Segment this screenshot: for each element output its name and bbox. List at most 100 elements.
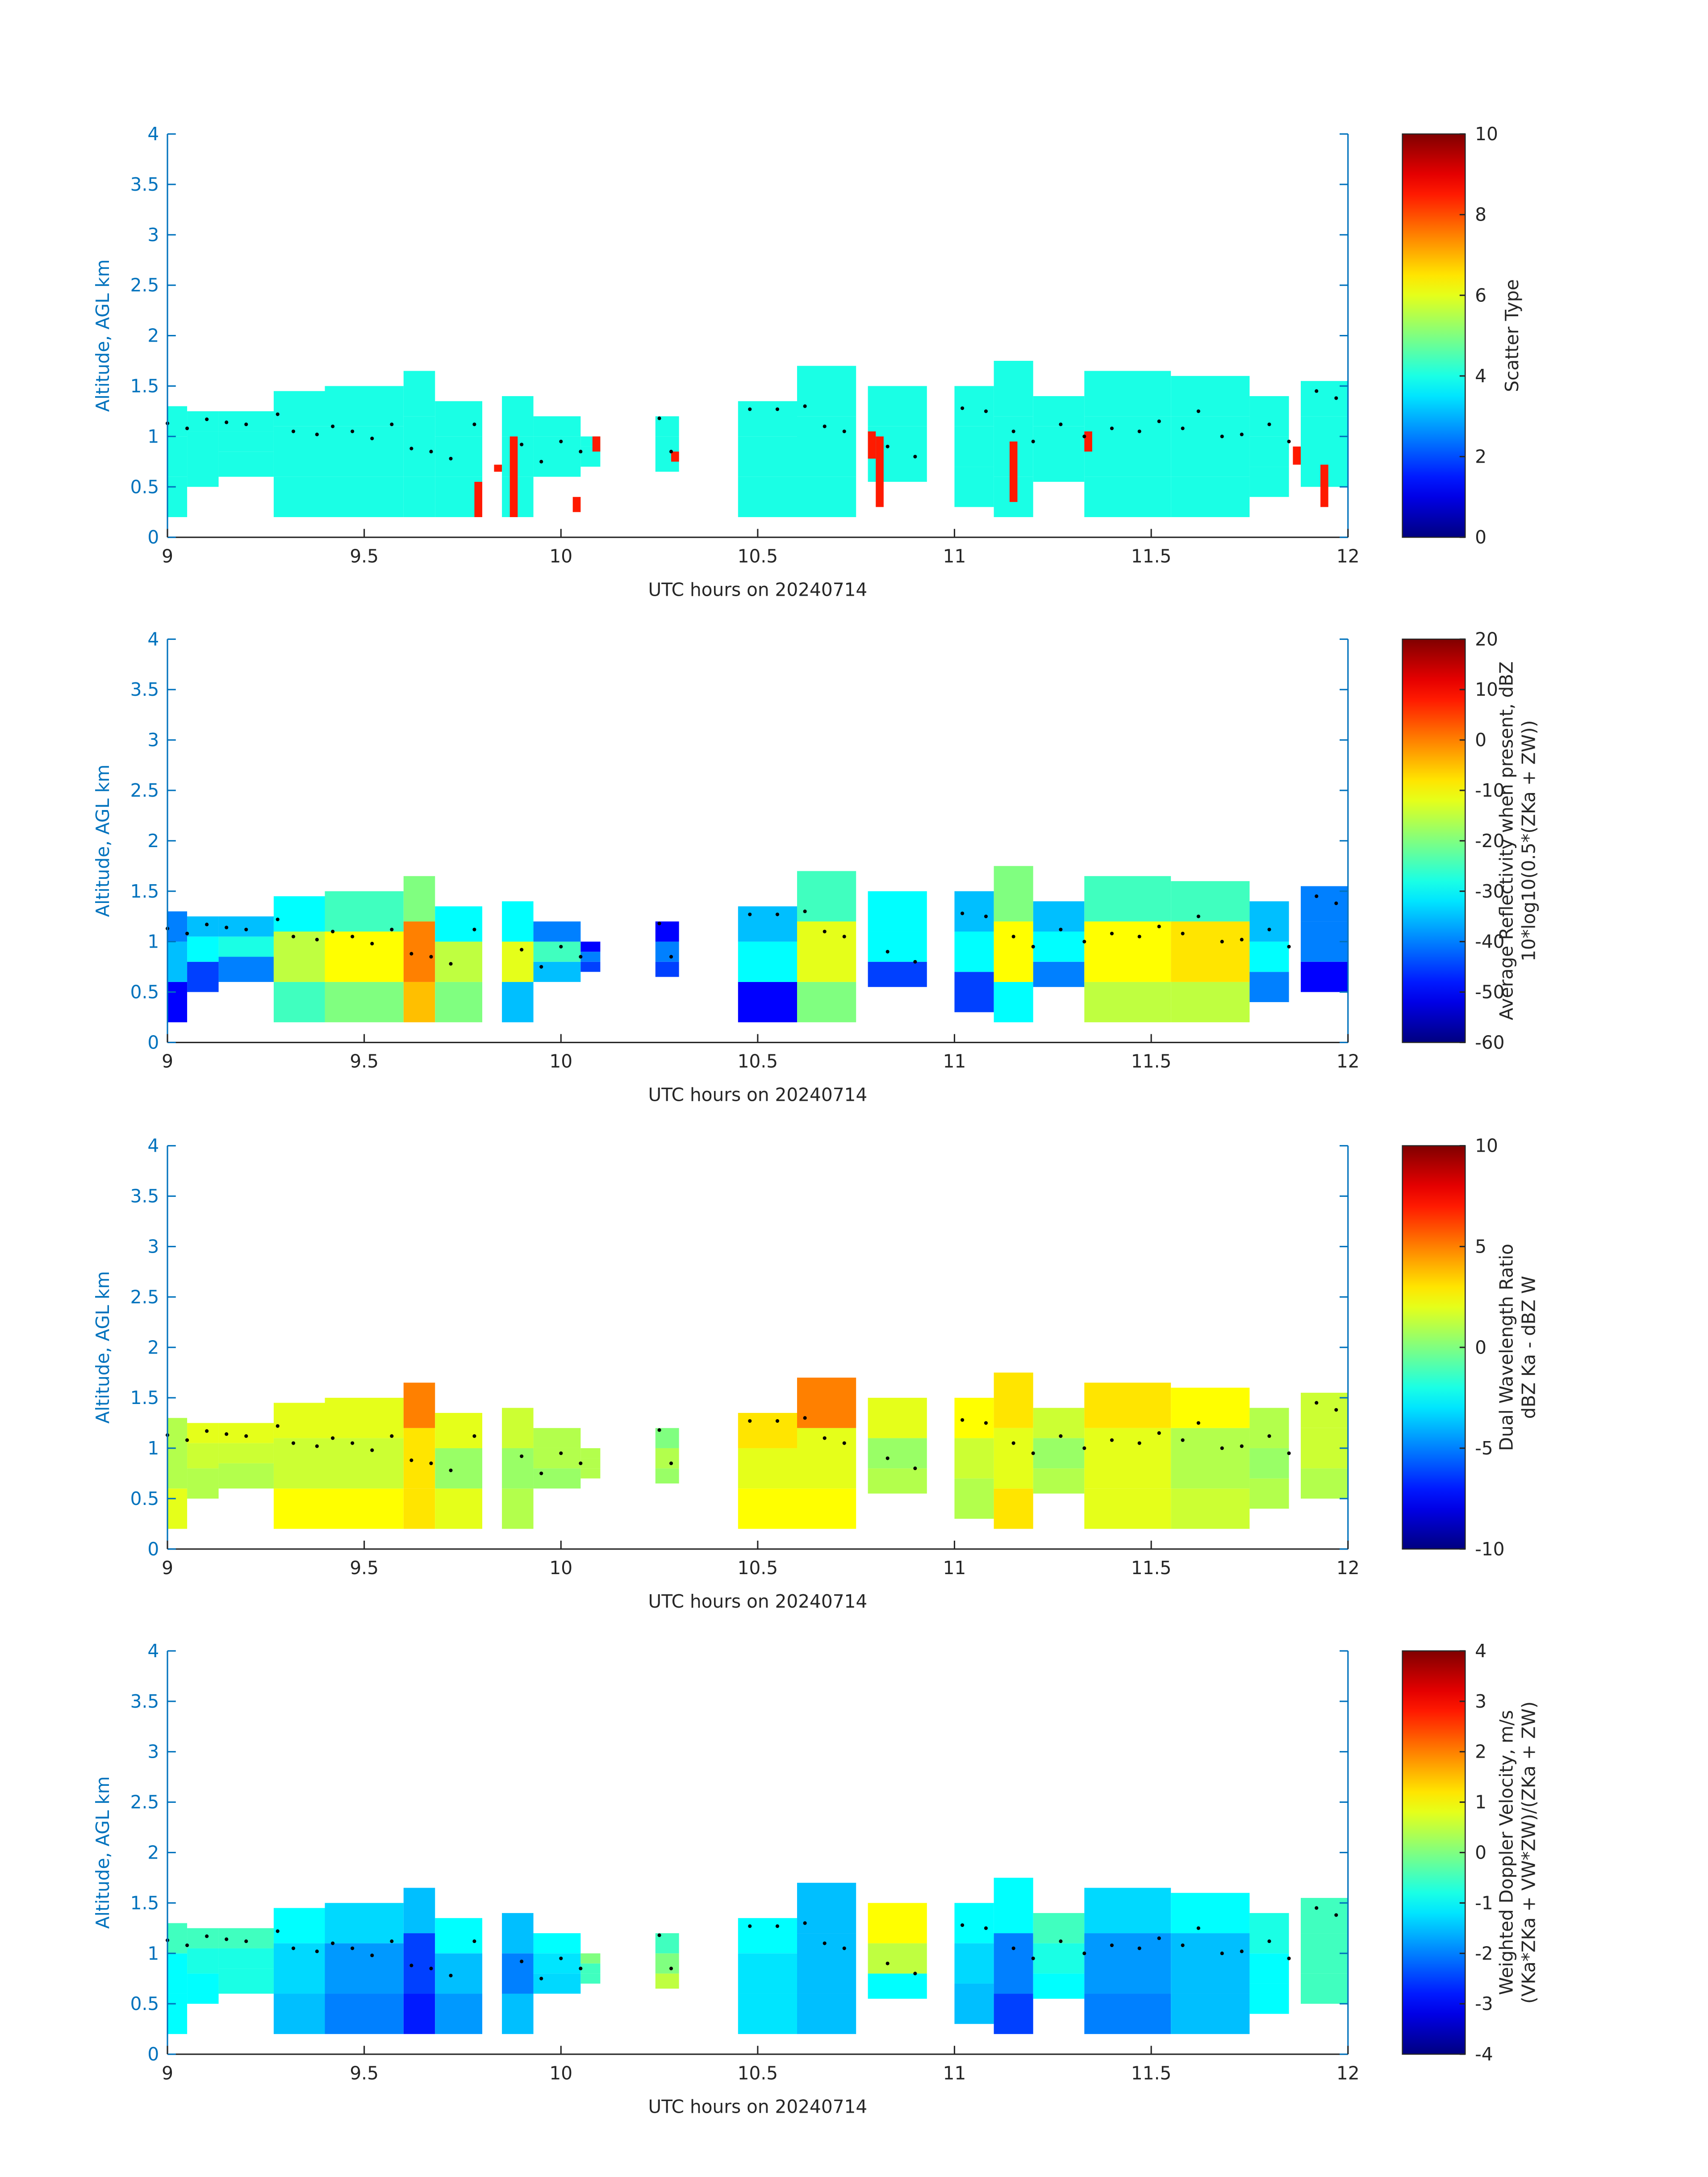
y-tick-label: 4 [147,1135,159,1157]
cloud-base-dot [775,912,779,916]
heat-cell [1084,431,1092,452]
x-tick-label: 11 [943,545,966,567]
cloud-base-dot [775,407,779,411]
heat-cell [187,936,219,962]
cloud-base-dot [185,932,189,936]
heat-cell [738,476,797,517]
cloud-base-dot [913,1467,917,1471]
heat-cell [1249,467,1289,497]
heat-cell [1293,446,1301,465]
heat-cell [868,431,876,459]
cloud-base-dot [1137,1441,1141,1445]
cloud-base-dot [472,1939,476,1943]
heat-cell [1249,1448,1289,1479]
heat-cell [1084,416,1171,477]
heat-cell [1084,982,1171,1023]
heat-cell [403,476,435,517]
cloud-base-dot [1157,419,1161,423]
heat-cell [655,1468,679,1483]
heat-cell [494,464,502,472]
colorbar [1402,133,1466,538]
heat-cell [1171,921,1250,982]
x-tick-label: 10.5 [738,545,778,567]
cloud-base-dot [1220,940,1224,944]
cloud-base-dot [1031,439,1035,443]
heat-cell [187,1973,219,2004]
cloud-base-dot [885,1961,889,1965]
cloud-base-dot [429,955,433,959]
heat-cell [187,411,219,432]
colorbar-tick-label: 10 [1475,1135,1498,1157]
heat-cell [167,982,188,1023]
y-tick-label: 1.5 [130,376,159,397]
cloud-base-dot [1287,1451,1291,1455]
cloud-base-dot [185,426,189,430]
heat-cell [1084,1993,1171,2034]
heat-cell [502,1448,534,1489]
colorbar-tick-label: -20 [1475,830,1504,852]
heat-cell [1249,1478,1289,1509]
heat-cell [994,1372,1033,1428]
y-axis-label: Altitude, AGL km [92,259,113,412]
y-tick-label: 1 [147,1943,159,1964]
y-tick-label: 0.5 [130,982,159,1003]
heat-cell [1301,886,1348,922]
y-tick-label: 1.5 [130,1387,159,1408]
cloud-base-dot [244,928,248,932]
heat-cell [533,416,581,437]
heat-cell [1084,371,1171,417]
heat-cell [868,961,927,987]
y-tick-label: 4 [147,123,159,145]
heat-cell [954,891,994,932]
cloud-base-dot [409,952,413,956]
cloud-base-dot [205,417,209,422]
cloud-base-dot [1240,1949,1244,1953]
heat-cell [1033,1943,1085,1974]
heat-cell [167,476,188,517]
heat-cell [533,1448,581,1469]
heat-cell [954,972,994,1012]
cloud-base-dot [823,424,827,428]
heat-cell [954,1478,994,1519]
cloud-base-dot [579,955,583,959]
heat-cell [1171,416,1250,477]
heat-cell [797,1488,856,1529]
heat-cell [580,1953,601,1964]
heat-cell [325,1398,404,1438]
cloud-base-dot [244,1939,248,1943]
x-tick-label: 10.5 [738,1051,778,1072]
cloud-base-dot [885,950,889,954]
heat-cell [1033,1468,1085,1494]
cloud-base-dot [803,909,807,913]
cloud-base-dot [885,444,889,448]
cloud-base-dot [1011,429,1015,434]
heat-cell [592,436,601,452]
cloud-base-dot [370,942,374,946]
cloud-base-dot [1240,938,1244,942]
heat-cell [580,1468,601,1479]
heat-cell [738,1412,797,1448]
cloud-base-dot [1267,1939,1271,1943]
heat-cell [572,497,581,512]
heat-cell [1249,436,1289,467]
cloud-base-dot [559,439,563,443]
heat-cell [580,961,601,972]
heat-cell [1033,932,1085,962]
y-axis-label: Altitude, AGL km [92,765,113,917]
y-tick-label: 1 [147,1437,159,1459]
cloud-base-dot [1196,1421,1200,1425]
cloud-base-dot [520,948,524,952]
colorbar-tick-label: 0 [1475,526,1487,548]
heat-cell [273,1908,325,1943]
y-tick-label: 2.5 [130,1792,159,1813]
heat-cell [509,436,518,517]
colorbar-tick-label: 10 [1475,123,1498,145]
cloud-base-dot [331,1436,335,1440]
heat-cell [403,1933,435,1994]
heat-cell [533,961,581,982]
heat-cell [167,1418,188,1448]
heat-cell [868,932,927,962]
cloud-base-dot [1157,1936,1161,1940]
colorbar-label: 10*log10(0.5*(ZKa + ZW)) [1518,720,1540,961]
cloud-base-dot [842,1441,846,1445]
